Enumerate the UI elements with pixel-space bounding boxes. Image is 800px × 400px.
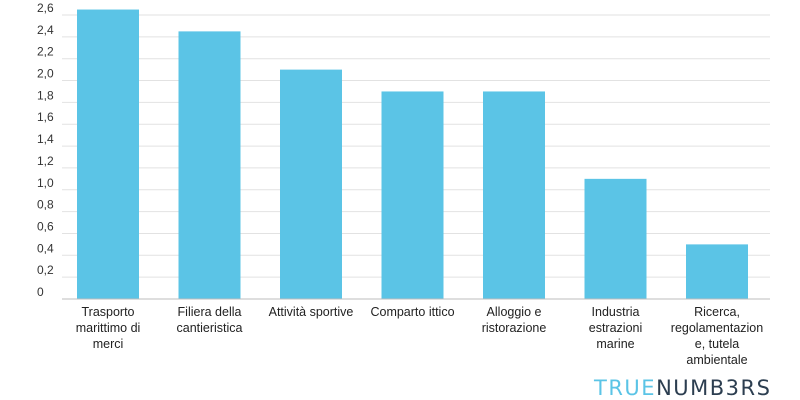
y-tick-label: 1,4 [37,132,54,146]
y-tick-label: 2,4 [37,23,54,37]
y-tick-label: 0 [37,285,44,299]
x-category-label: Trasporto marittimo di merci [76,305,141,351]
x-category-label: Attività sportive [269,305,354,319]
bar [584,178,647,299]
y-tick-label: 2,0 [37,67,54,81]
bars [77,9,748,300]
y-axis-ticks: 0 0,2 0,4 0,6 0,8 1,0 1,2 1,4 1,6 1,8 2,0 2,2 2,4 2,6 [37,1,54,299]
bar [178,31,241,300]
y-tick-label: 1,0 [37,176,54,190]
x-category-label: Industria estrazioni marine [589,305,643,351]
x-category-label: Filiera della cantieristica [177,305,243,335]
x-category-label: Comparto ittico [370,305,454,319]
y-tick-label: 0,8 [37,198,54,212]
truenumbers-logo: TRUENUMB3RS [594,376,771,400]
y-tick-label: 2,2 [37,45,54,59]
y-tick-label: 0,6 [37,219,54,233]
bar [280,69,342,299]
y-tick-label: 1,6 [37,110,54,124]
y-tick-label: 1,2 [37,154,54,168]
x-category-label: Ricerca, regolamentazion e, tutela ambienta… [671,305,763,367]
bar [381,91,444,299]
logo-part-true: TRUE [594,376,657,400]
logo-part-numbers: NUMB3RS [656,376,772,400]
bar [77,9,139,300]
y-tick-label: 0,4 [37,241,54,255]
x-category-label: Alloggio e ristorazione [482,305,547,335]
bar [686,244,748,299]
y-tick-label: 1,8 [37,88,54,102]
bar [483,91,545,299]
x-axis-categories: Trasporto marittimo di merci Filiera della c… [76,305,764,367]
y-tick-label: 2,6 [37,1,54,15]
y-tick-label: 0,2 [37,263,54,277]
